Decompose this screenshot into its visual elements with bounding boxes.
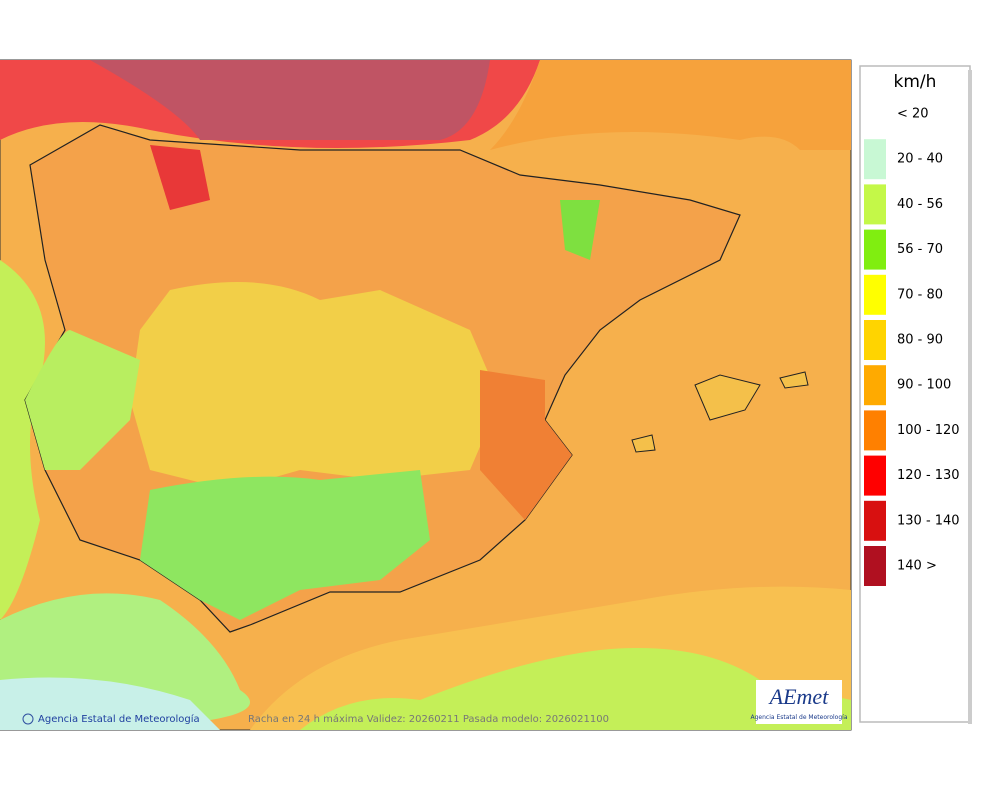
legend-swatch xyxy=(864,546,886,586)
mallorca xyxy=(694,374,761,421)
logo-box xyxy=(756,680,842,724)
portugal-green xyxy=(25,330,140,470)
logo-subtitle: Agencia Estatal de Meteorología xyxy=(751,714,848,721)
credit: Agencia Estatal de Meteorología xyxy=(38,713,200,725)
legend-swatch xyxy=(864,455,886,496)
legend-swatch xyxy=(864,365,886,406)
legend-label: 140 > xyxy=(897,559,937,574)
logo: AEmet Agencia Estatal de Meteorología xyxy=(751,680,848,724)
cantabrian-peak xyxy=(150,145,210,210)
map xyxy=(0,59,852,731)
legend-label: 120 - 130 xyxy=(897,468,960,483)
legend-swatch xyxy=(864,410,886,451)
central-plateau xyxy=(130,282,500,490)
legend-label: 70 - 80 xyxy=(897,287,943,302)
logo-text: AEmet xyxy=(768,684,830,709)
legend-swatch xyxy=(864,320,886,360)
strongest-wind-zone xyxy=(90,60,490,140)
legend-label: 90 - 100 xyxy=(897,378,951,393)
legend: km/h < 20 20 - 40 40 - 56 56 - 70 70 - 80 80 … xyxy=(859,65,972,724)
menorca xyxy=(779,371,809,389)
legend-shadow xyxy=(968,70,972,724)
france xyxy=(490,60,851,150)
legend-label: 130 - 140 xyxy=(897,513,960,528)
legend-swatch xyxy=(864,500,886,541)
caption: Racha en 24 h máxima Validez: 20260211 P… xyxy=(248,713,609,725)
legend-label: 80 - 90 xyxy=(897,333,943,348)
footer: Agencia Estatal de Meteorología Racha en… xyxy=(22,713,609,725)
legend-swatch xyxy=(864,274,886,315)
legend-label: 40 - 56 xyxy=(897,197,943,212)
ebro-green xyxy=(560,200,600,260)
legend-swatch xyxy=(864,139,886,180)
ibiza xyxy=(631,434,656,453)
calm-zone xyxy=(0,677,220,730)
legend-label: 100 - 120 xyxy=(897,423,960,438)
atlantic-zone xyxy=(0,260,45,620)
legend-label: < 20 xyxy=(897,107,929,122)
copyright-icon xyxy=(22,713,34,725)
legend-unit: km/h xyxy=(894,72,937,92)
legend-label: 20 - 40 xyxy=(897,152,943,167)
legend-swatch xyxy=(864,184,886,225)
africa-green xyxy=(300,648,851,730)
guadalquivir xyxy=(140,470,430,620)
levante xyxy=(480,370,572,520)
legend-label: 56 - 70 xyxy=(897,242,943,257)
legend-swatch xyxy=(864,229,886,270)
